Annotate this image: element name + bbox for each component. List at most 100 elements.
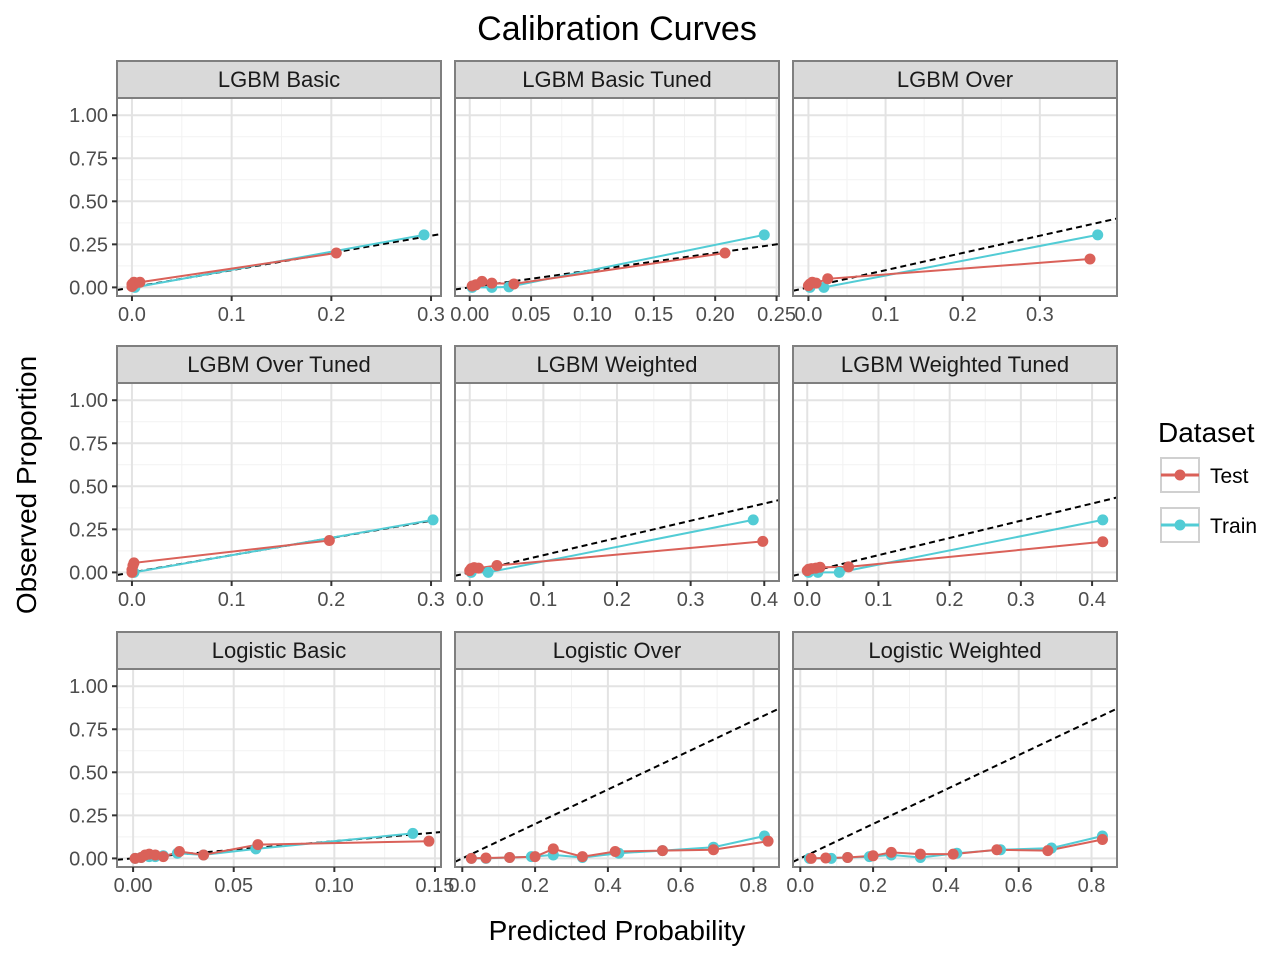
data-point-train — [1092, 229, 1104, 241]
data-point-test — [719, 247, 731, 259]
plot-area — [455, 229, 779, 293]
facet-panel: Logistic Over 0.0 0.2 0.4 0.6 0.8 — [448, 631, 780, 897]
legend-key-point — [1174, 469, 1186, 481]
y-tick-label: 0.50 — [69, 762, 108, 784]
panel-background — [455, 98, 779, 296]
y-tick-label: 0.50 — [69, 191, 108, 213]
plot-area — [793, 217, 1117, 293]
data-point-test — [1096, 833, 1108, 845]
x-tick-label: 0.8 — [740, 875, 768, 897]
data-point-train — [747, 514, 759, 526]
strip-label: Logistic Basic — [212, 638, 347, 663]
data-point-test — [134, 276, 146, 288]
legend-entry-test: Test — [1160, 457, 1249, 493]
strip-background — [454, 631, 780, 670]
strip-label: LGBM Weighted Tuned — [841, 352, 1069, 377]
data-point-test — [128, 557, 140, 569]
x-tick-label: 0.00 — [114, 875, 153, 897]
strip-label: LGBM Over — [897, 67, 1013, 92]
plot-area — [117, 827, 441, 864]
legend-title: Dataset — [1158, 417, 1255, 448]
data-point-test — [547, 843, 559, 855]
x-tick-label: 0.1 — [218, 589, 246, 611]
x-tick-label: 0.3 — [417, 589, 445, 611]
y-tick-label: 1.00 — [69, 105, 108, 127]
data-point-test — [991, 844, 1003, 856]
x-tick-label: 0.2 — [521, 875, 549, 897]
y-tick-label: 0.00 — [69, 277, 108, 299]
data-point-test — [173, 846, 185, 858]
x-tick-label: 0.2 — [936, 589, 964, 611]
series-line-test — [471, 840, 769, 860]
x-tick-label: 0.15 — [415, 875, 454, 897]
x-tick-label: 0.10 — [315, 875, 354, 897]
data-point-train — [833, 566, 845, 578]
panel-border — [454, 97, 780, 297]
panel-border — [792, 97, 1118, 297]
x-tick-label: 0.0 — [118, 304, 146, 326]
data-point-test — [914, 848, 926, 860]
panel-background — [793, 669, 1117, 867]
data-point-test — [504, 852, 516, 864]
y-tick-label: 0.25 — [69, 519, 108, 541]
y-tick-label: 1.00 — [69, 390, 108, 412]
x-tick-label: 0.05 — [214, 875, 253, 897]
legend-key-point — [1174, 519, 1186, 531]
plot-area — [117, 514, 441, 578]
x-tick-label: 0.2 — [949, 304, 977, 326]
series-line-train — [472, 233, 765, 289]
x-tick-label: 0.6 — [667, 875, 695, 897]
x-tick-label: 0.25 — [757, 304, 796, 326]
data-point-test — [842, 852, 854, 864]
strip-background — [116, 345, 442, 384]
data-point-test — [529, 851, 541, 863]
panel-border — [792, 668, 1118, 868]
data-point-train — [758, 229, 770, 241]
legend-entry-train: Train — [1160, 507, 1257, 543]
x-tick-label: 0.4 — [750, 589, 778, 611]
data-point-test — [330, 247, 342, 259]
y-tick-label: 0.75 — [69, 148, 108, 170]
data-point-test — [810, 277, 822, 289]
x-tick-label: 0.20 — [696, 304, 735, 326]
data-point-train — [418, 229, 430, 241]
data-point-test — [508, 278, 520, 290]
plot-area — [793, 707, 1117, 864]
facet-panel: Logistic Basic 0.00 0.05 0.10 0.15 0.00 0.25 0.… — [69, 631, 454, 897]
data-point-test — [757, 535, 769, 547]
panel-border — [116, 97, 442, 297]
data-point-test — [867, 850, 879, 862]
data-point-test — [465, 852, 477, 864]
strip-label: LGBM Weighted — [536, 352, 697, 377]
facet-panel: LGBM Weighted 0.0 0.1 0.2 0.3 0.4 — [454, 345, 780, 611]
data-point-test — [609, 846, 621, 858]
plot-area — [455, 499, 779, 578]
data-point-test — [323, 535, 335, 547]
legend-label: Train — [1210, 515, 1257, 538]
chart-title: Calibration Curves — [477, 10, 757, 48]
panel-background — [455, 669, 779, 867]
x-tick-label: 0.0 — [448, 875, 476, 897]
x-tick-label: 0.10 — [573, 304, 612, 326]
data-point-test — [476, 275, 488, 287]
strip-background — [454, 345, 780, 384]
data-point-test — [486, 277, 498, 289]
data-point-test — [762, 835, 774, 847]
x-tick-label: 0.1 — [529, 589, 557, 611]
data-point-test — [480, 852, 492, 864]
data-point-test — [1097, 536, 1109, 548]
data-point-test — [707, 844, 719, 856]
y-tick-label: 1.00 — [69, 676, 108, 698]
strip-background — [454, 60, 780, 99]
x-tick-label: 0.0 — [793, 589, 821, 611]
x-tick-label: 0.4 — [594, 875, 622, 897]
x-tick-label: 0.2 — [317, 304, 345, 326]
strip-label: Logistic Weighted — [868, 638, 1041, 663]
data-point-test — [814, 561, 826, 573]
data-point-test — [1042, 845, 1054, 857]
y-tick-label: 0.25 — [69, 805, 108, 827]
legend-label: Test — [1210, 465, 1249, 488]
panel-border — [792, 382, 1118, 582]
data-point-train — [1097, 514, 1109, 526]
